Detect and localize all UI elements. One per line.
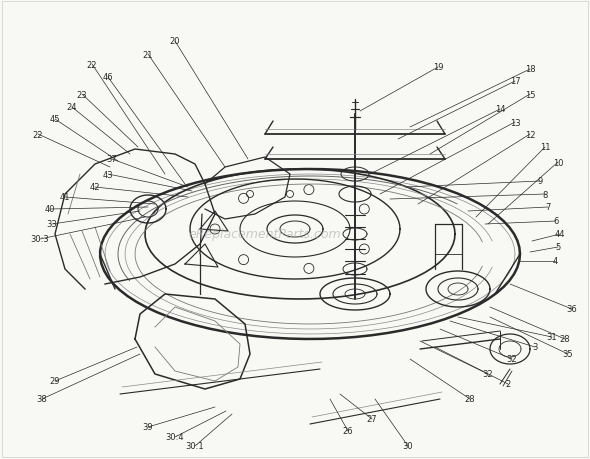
Text: 28: 28 [465,395,476,403]
Text: 32: 32 [483,369,493,379]
Text: 33: 33 [47,220,57,229]
Text: 20: 20 [170,38,181,46]
Text: 24: 24 [67,103,77,112]
Text: 35: 35 [563,350,573,359]
Text: 2: 2 [506,380,510,389]
Text: 38: 38 [37,395,47,403]
Text: 32: 32 [507,355,517,364]
Text: 6: 6 [553,217,559,226]
Text: 18: 18 [525,65,535,74]
Text: 40: 40 [45,205,55,214]
Text: 30: 30 [403,442,414,451]
Text: 43: 43 [103,170,113,179]
Text: 46: 46 [103,73,113,82]
Text: 44: 44 [555,230,565,239]
Text: 5: 5 [555,243,560,252]
Text: 4: 4 [552,257,558,266]
Text: 27: 27 [367,414,378,424]
Text: 45: 45 [50,115,60,124]
Text: 7: 7 [545,203,550,212]
Text: 41: 41 [60,193,70,202]
Text: 13: 13 [510,118,520,127]
Text: 14: 14 [495,105,505,114]
Text: 12: 12 [525,130,535,139]
Text: 22: 22 [33,130,43,139]
Text: 37: 37 [107,155,117,164]
Text: 39: 39 [143,423,153,431]
Text: 28: 28 [560,335,571,344]
Text: 30:3: 30:3 [31,235,50,244]
Text: 26: 26 [343,426,353,436]
Text: 9: 9 [537,177,543,186]
Text: 11: 11 [540,143,550,152]
Text: 36: 36 [566,305,578,314]
Text: 21: 21 [143,50,153,59]
Text: 23: 23 [77,90,87,99]
Text: 22: 22 [87,61,97,69]
Text: eReplacementParts.com: eReplacementParts.com [189,228,341,241]
Text: 19: 19 [432,63,443,73]
Text: 10: 10 [553,158,563,167]
Text: 17: 17 [510,77,520,86]
Text: 3: 3 [532,343,537,352]
Text: 15: 15 [525,90,535,99]
Text: 30:4: 30:4 [166,432,184,442]
Text: 30:1: 30:1 [186,442,204,451]
Text: 31: 31 [547,333,558,342]
Text: 42: 42 [90,183,100,192]
Text: 29: 29 [50,377,60,386]
Text: 8: 8 [542,190,548,199]
